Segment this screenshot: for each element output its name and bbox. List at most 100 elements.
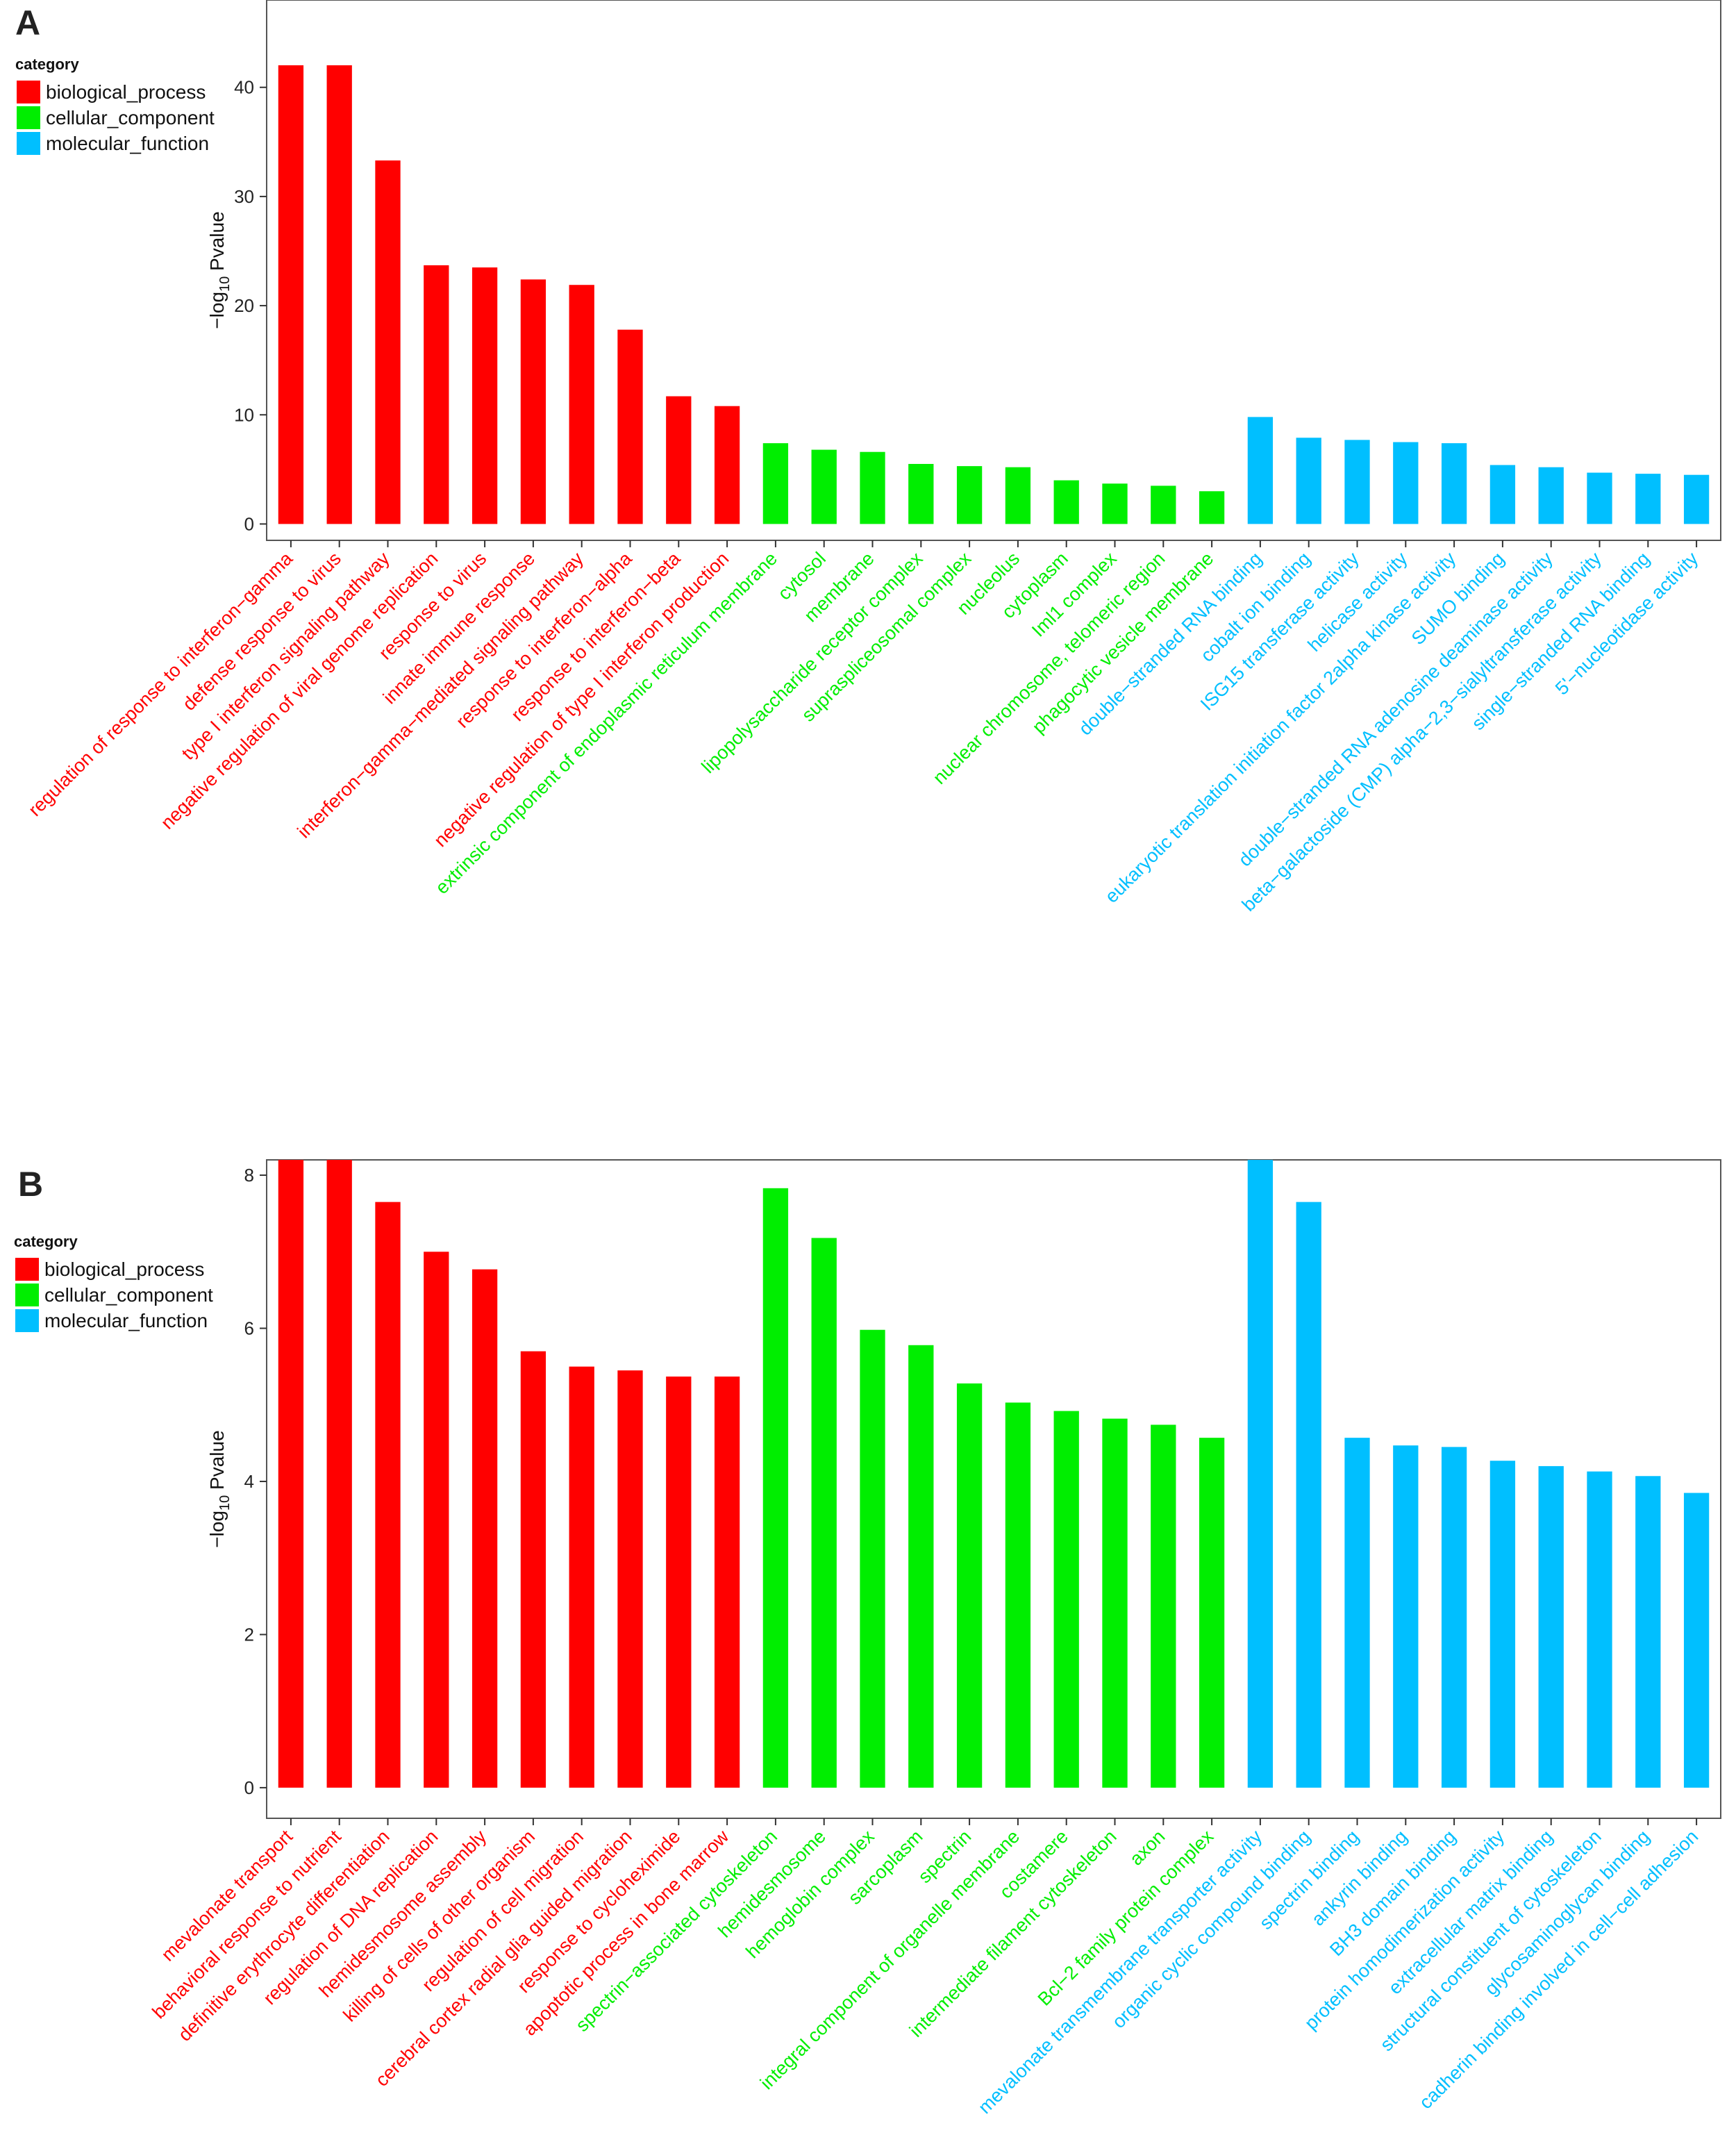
category-label: double−stranded RNA adenosine deaminase … [1235,548,1558,871]
bar [860,1329,885,1788]
bar [1102,1418,1128,1788]
bar [1296,1202,1321,1788]
bar [1393,1445,1419,1788]
bar [1587,1471,1612,1788]
bar [811,1238,837,1788]
bar [714,406,740,524]
y-tick-label: 40 [234,77,254,98]
bar [1005,467,1031,524]
legend-swatch [15,1284,39,1306]
category-label: response to interferon−alpha [452,547,636,731]
bar [1296,438,1321,524]
bar [1538,1465,1564,1788]
bar [666,396,692,524]
panel-letter: B [18,1165,43,1204]
bar [908,1345,934,1788]
legend-entry-label: biological_process [46,81,206,103]
bar [375,160,401,524]
y-tick-label: 6 [244,1318,254,1339]
bar [762,443,789,524]
bar [1344,1438,1370,1788]
legend-entry-label: molecular_function [46,133,209,154]
y-tick-label: 20 [234,295,254,316]
panel-letter: A [15,3,40,42]
bar [569,1366,594,1788]
y-tick-label: 4 [244,1471,254,1492]
bar [520,279,546,524]
bar [1247,417,1274,524]
y-tick-label: 10 [234,404,254,425]
bar [762,1188,789,1788]
plot-frame [266,1159,1721,1819]
legend: category biological_process cellular_compo… [14,1233,213,1332]
legend-entry-label: cellular_component [44,1284,213,1306]
y-tick-label: 8 [244,1165,254,1186]
bar [1683,1493,1710,1788]
bar [520,1351,546,1788]
bar [1441,1447,1467,1788]
y-axis-label: −log10 Pvalue [206,211,233,329]
bar [569,285,594,524]
bar [1151,1424,1176,1788]
bar [908,463,934,524]
bar [471,267,498,524]
bar [1053,1411,1079,1788]
category-label: axon [1126,1826,1169,1870]
bar [375,1202,401,1788]
y-tick-label: 0 [244,1777,254,1798]
category-label: Iml1 complex [1028,548,1121,641]
legend-swatch [17,106,40,129]
bar [1151,485,1176,524]
legend-swatch [17,81,40,103]
bar [1683,474,1710,524]
legend: category biological_process cellular_compo… [15,56,215,155]
bar [471,1269,498,1788]
y-tick-label: 2 [244,1624,254,1645]
y-axis-label: −log10 Pvalue [206,1430,233,1547]
bar [326,1160,352,1788]
bar [278,1160,304,1788]
legend-title: category [15,56,79,73]
bar [1053,480,1079,524]
y-tick-label: 30 [234,186,254,207]
bar [1587,472,1612,524]
bar [956,466,983,524]
bar [956,1383,983,1788]
bar [278,65,304,524]
legend-swatch [17,132,40,155]
bar [1102,483,1128,524]
bar [1005,1402,1031,1788]
bar [1489,465,1516,524]
legend-entry-label: cellular_component [46,107,215,128]
bar [1538,467,1564,524]
bar [1635,1476,1661,1788]
category-label: behavioral response to nutrient [149,1826,346,2023]
bar [714,1376,740,1788]
category-label: type I interferon signaling pathway [178,548,394,764]
bar [1199,491,1225,524]
bar [424,1252,449,1788]
plot-frame [266,0,1721,541]
bar [1247,1160,1274,1788]
bar [860,451,885,524]
legend-swatch [15,1258,39,1281]
category-label: Bcl−2 family protein complex [1034,1826,1218,2010]
bar [617,329,643,524]
legend-swatch [15,1309,39,1332]
bar [811,449,837,524]
bar [666,1376,692,1788]
legend-entry-label: molecular_function [44,1310,208,1331]
bar [1441,443,1467,524]
bar [1393,442,1419,524]
y-tick-label: 0 [244,513,254,534]
legend-entry-label: biological_process [44,1258,204,1280]
legend-title: category [14,1233,78,1250]
bar [617,1370,643,1788]
bar [1199,1438,1225,1788]
bar [1489,1461,1516,1788]
bar [1344,440,1370,524]
bar [1635,474,1661,524]
